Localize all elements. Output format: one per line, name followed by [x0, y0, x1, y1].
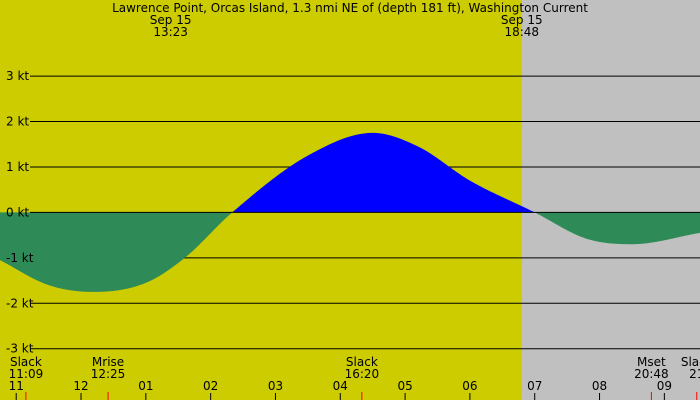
- event-time-label: 11:09: [9, 367, 44, 381]
- event-name-label: Mrise: [92, 355, 124, 369]
- hour-tick-label: 06: [462, 379, 477, 393]
- hour-tick-label: 09: [657, 379, 672, 393]
- event-name-label: Slack: [681, 355, 700, 369]
- top-date-label: Sep 15: [150, 13, 192, 27]
- flood-area: [232, 132, 535, 213]
- event-time-label: 20:48: [634, 367, 669, 381]
- hour-tick-label: 12: [73, 379, 88, 393]
- ebb-area: [534, 212, 700, 245]
- ebb-area: [0, 212, 233, 292]
- event-labels: Slack04:20Slack11:09Mrise12:25Slack16:20…: [9, 355, 700, 400]
- y-tick-label: -3 kt: [6, 342, 34, 356]
- hour-tick-label: 05: [397, 379, 412, 393]
- y-tick-label: 2 kt: [6, 115, 29, 129]
- event-name-label: Mset: [637, 355, 666, 369]
- top-time-label: 18:48: [504, 25, 539, 39]
- y-tick-label: 1 kt: [6, 160, 29, 174]
- top-date-label: Sep 15: [501, 13, 543, 27]
- y-tick-label: -2 kt: [6, 296, 34, 310]
- top-time-label: 13:23: [153, 25, 188, 39]
- hour-tick-label: 11: [9, 379, 24, 393]
- event-name-label: Slack: [346, 355, 378, 369]
- current-series: [0, 132, 700, 292]
- y-axis-labels: 3 kt 2 kt 1 kt 0 kt -1 kt -2 kt -3 kt: [6, 69, 34, 356]
- hour-tick-label: 03: [268, 379, 283, 393]
- chart-title: Lawrence Point, Orcas Island, 1.3 nmi NE…: [112, 1, 588, 15]
- hour-axis: 1112010203040506070809101112010203040506…: [9, 379, 672, 400]
- y-tick-label: 0 kt: [6, 205, 29, 219]
- hour-tick-label: 01: [138, 379, 153, 393]
- hour-tick-label: 02: [203, 379, 218, 393]
- event-time-label: 16:20: [345, 367, 380, 381]
- event-time-label: 21: [689, 367, 700, 381]
- hour-tick-label: 04: [333, 379, 348, 393]
- y-tick-label: -1 kt: [6, 251, 34, 265]
- hour-tick-label: 08: [592, 379, 607, 393]
- y-tick-label: 3 kt: [6, 69, 29, 83]
- event-name-label: Slack: [10, 355, 42, 369]
- hour-tick-label: 07: [527, 379, 542, 393]
- event-time-label: 12:25: [91, 367, 126, 381]
